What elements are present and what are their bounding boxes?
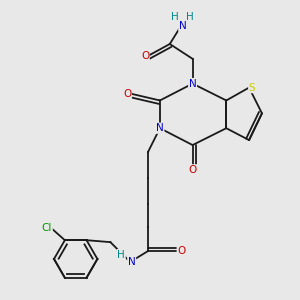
- Text: H: H: [117, 250, 125, 260]
- Text: S: S: [249, 82, 255, 93]
- Text: Cl: Cl: [42, 223, 52, 233]
- Text: H: H: [171, 12, 179, 22]
- Text: H: H: [186, 12, 194, 22]
- Text: N: N: [189, 79, 196, 88]
- Text: N: N: [179, 21, 187, 31]
- Text: O: O: [123, 88, 131, 98]
- Text: O: O: [141, 51, 149, 61]
- Text: N: N: [128, 257, 136, 267]
- Text: N: N: [156, 123, 164, 133]
- Text: O: O: [178, 246, 186, 256]
- Text: O: O: [188, 165, 197, 175]
